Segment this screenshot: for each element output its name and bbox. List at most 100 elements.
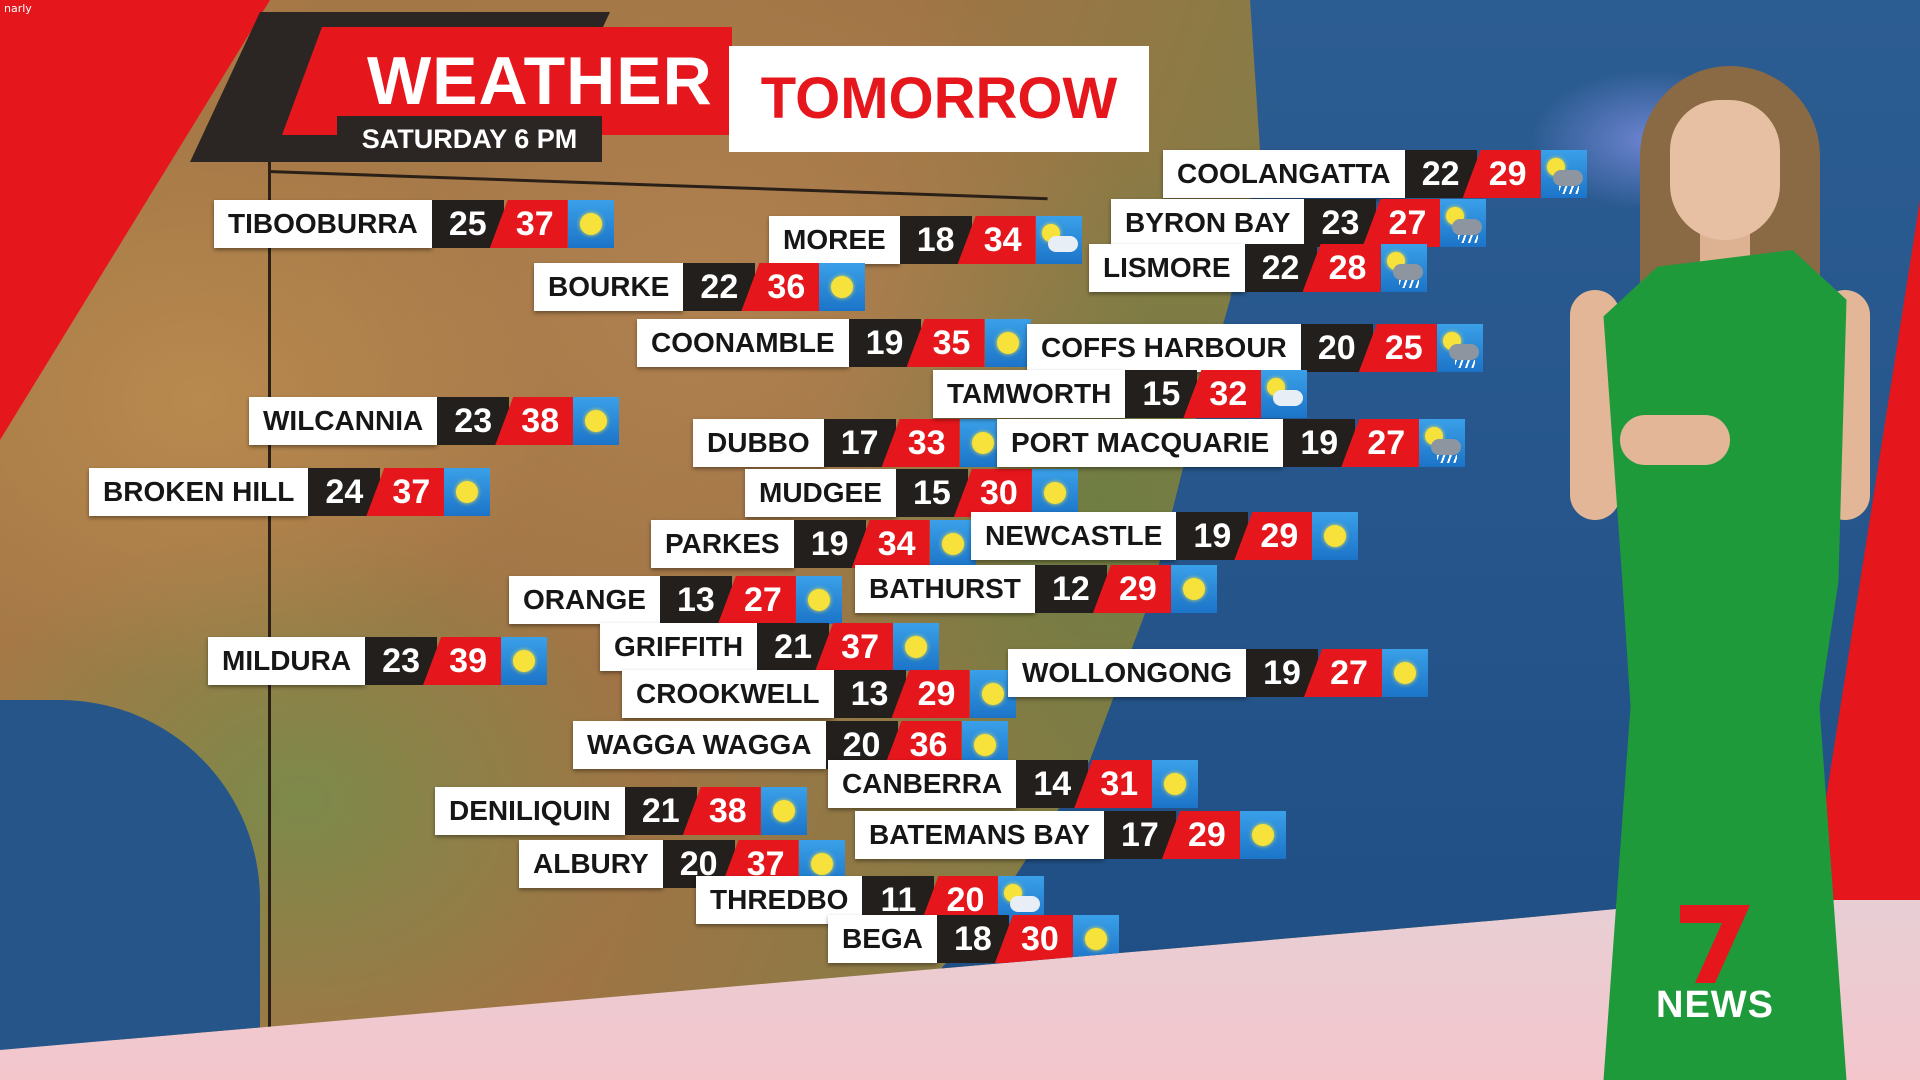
city-row: BROKEN HILL 24 37 bbox=[89, 468, 491, 516]
city-name: COOLANGATTA bbox=[1163, 150, 1405, 198]
min-temp: 22 bbox=[1404, 150, 1477, 198]
city-name: TAMWORTH bbox=[933, 370, 1126, 418]
city-name: BYRON BAY bbox=[1111, 199, 1305, 247]
sunny-icon bbox=[1381, 649, 1428, 697]
min-temp: 19 bbox=[1283, 419, 1356, 467]
min-temp: 20 bbox=[1300, 324, 1373, 372]
sunny-icon bbox=[893, 623, 940, 671]
min-temp: 22 bbox=[683, 263, 756, 311]
sunny-icon bbox=[795, 576, 842, 624]
logo-text: NEWS bbox=[1656, 984, 1774, 1026]
sunny-icon bbox=[501, 637, 548, 685]
max-temp: 34 bbox=[851, 520, 930, 568]
forecast-time: SATURDAY 6 PM bbox=[337, 116, 602, 162]
min-temp: 15 bbox=[1125, 370, 1198, 418]
min-temp: 14 bbox=[1016, 760, 1089, 808]
city-name: PORT MACQUARIE bbox=[997, 419, 1284, 467]
city-name: PARKES bbox=[651, 520, 794, 568]
min-temp: 13 bbox=[659, 576, 732, 624]
sunny-icon bbox=[760, 787, 807, 835]
city-name: TIBOOBURRA bbox=[214, 200, 432, 248]
min-temp: 19 bbox=[1176, 512, 1249, 560]
weather-map-screen: TIBOOBURRA 25 37 MOREE 18 34 BOURKE 22 3… bbox=[0, 0, 1920, 1050]
min-temp: 24 bbox=[308, 468, 381, 516]
city-name: WAGGA WAGGA bbox=[573, 721, 826, 769]
city-name: NEWCASTLE bbox=[971, 512, 1177, 560]
city-row: ALBURY 20 37 bbox=[519, 840, 845, 888]
min-temp: 12 bbox=[1034, 565, 1107, 613]
showers-icon bbox=[1440, 199, 1487, 247]
min-temp: 21 bbox=[757, 623, 830, 671]
city-row: CROOKWELL 13 29 bbox=[622, 670, 1016, 718]
city-row: TIBOOBURRA 25 37 bbox=[214, 200, 614, 248]
presenter-face bbox=[1670, 100, 1780, 240]
city-row: THREDBO 11 20 bbox=[696, 876, 1045, 924]
city-name: LISMORE bbox=[1089, 244, 1245, 292]
sunny-icon bbox=[1031, 469, 1078, 517]
city-row: ORANGE 13 27 bbox=[509, 576, 842, 624]
sunny-icon bbox=[984, 319, 1031, 367]
city-row: DENILIQUIN 21 38 bbox=[435, 787, 807, 835]
sunny-icon bbox=[1152, 760, 1199, 808]
seven-news-logo: NEWS bbox=[1630, 905, 1800, 1030]
max-temp: 34 bbox=[957, 216, 1036, 264]
city-name: BATHURST bbox=[855, 565, 1035, 613]
max-temp: 29 bbox=[1092, 565, 1171, 613]
city-name: BATEMANS BAY bbox=[855, 811, 1104, 859]
min-temp: 17 bbox=[1103, 811, 1176, 859]
seven-logo-icon bbox=[1680, 905, 1750, 983]
presenter-hands bbox=[1620, 415, 1730, 465]
city-row: WILCANNIA 23 38 bbox=[249, 397, 620, 445]
city-name: COFFS HARBOUR bbox=[1027, 324, 1301, 372]
min-temp: 18 bbox=[899, 216, 972, 264]
city-row: BYRON BAY 23 27 bbox=[1111, 199, 1487, 247]
min-temp: 22 bbox=[1244, 244, 1317, 292]
city-name: DENILIQUIN bbox=[435, 787, 625, 835]
city-row: MUDGEE 15 30 bbox=[745, 469, 1078, 517]
city-name: COONAMBLE bbox=[637, 319, 849, 367]
city-row: COONAMBLE 19 35 bbox=[637, 319, 1031, 367]
city-row: COOLANGATTA 22 29 bbox=[1163, 150, 1587, 198]
city-row: PORT MACQUARIE 19 27 bbox=[997, 419, 1466, 467]
sunny-icon bbox=[444, 468, 491, 516]
min-temp: 21 bbox=[624, 787, 697, 835]
min-temp: 23 bbox=[437, 397, 510, 445]
sunny-icon bbox=[573, 397, 620, 445]
max-temp: 29 bbox=[1161, 811, 1240, 859]
max-temp: 32 bbox=[1183, 370, 1262, 418]
showers-icon bbox=[1540, 150, 1587, 198]
city-row: NEWCASTLE 19 29 bbox=[971, 512, 1359, 560]
city-name: MOREE bbox=[769, 216, 900, 264]
sunny-icon bbox=[1170, 565, 1217, 613]
city-row: WOLLONGONG 19 27 bbox=[1008, 649, 1428, 697]
city-name: ALBURY bbox=[519, 840, 663, 888]
city-name: WOLLONGONG bbox=[1008, 649, 1246, 697]
title-tomorrow: TOMORROW bbox=[729, 46, 1149, 152]
city-row: MILDURA 23 39 bbox=[208, 637, 548, 685]
city-name: MUDGEE bbox=[745, 469, 896, 517]
city-row: PARKES 19 34 bbox=[651, 520, 976, 568]
max-temp: 35 bbox=[906, 319, 985, 367]
city-name: GRIFFITH bbox=[600, 623, 758, 671]
sunny-icon bbox=[929, 520, 976, 568]
max-temp: 27 bbox=[717, 576, 796, 624]
min-temp: 23 bbox=[1304, 199, 1377, 247]
city-row: DUBBO 17 33 bbox=[693, 419, 1006, 467]
min-temp: 19 bbox=[1245, 649, 1318, 697]
min-temp: 23 bbox=[365, 637, 438, 685]
min-temp: 13 bbox=[833, 670, 906, 718]
watermark: narly bbox=[4, 2, 32, 15]
sunny-icon bbox=[969, 670, 1016, 718]
city-name: BROKEN HILL bbox=[89, 468, 309, 516]
sunny-icon bbox=[1239, 811, 1286, 859]
city-name: WILCANNIA bbox=[249, 397, 438, 445]
partly-cloudy-icon bbox=[1035, 216, 1082, 264]
city-name: CANBERRA bbox=[828, 760, 1017, 808]
state-border-west bbox=[268, 150, 271, 1050]
city-row: BATEMANS BAY 17 29 bbox=[855, 811, 1286, 859]
sunny-icon bbox=[819, 263, 866, 311]
city-name: BOURKE bbox=[534, 263, 684, 311]
city-row: BATHURST 12 29 bbox=[855, 565, 1217, 613]
city-name: ORANGE bbox=[509, 576, 660, 624]
min-temp: 19 bbox=[848, 319, 921, 367]
